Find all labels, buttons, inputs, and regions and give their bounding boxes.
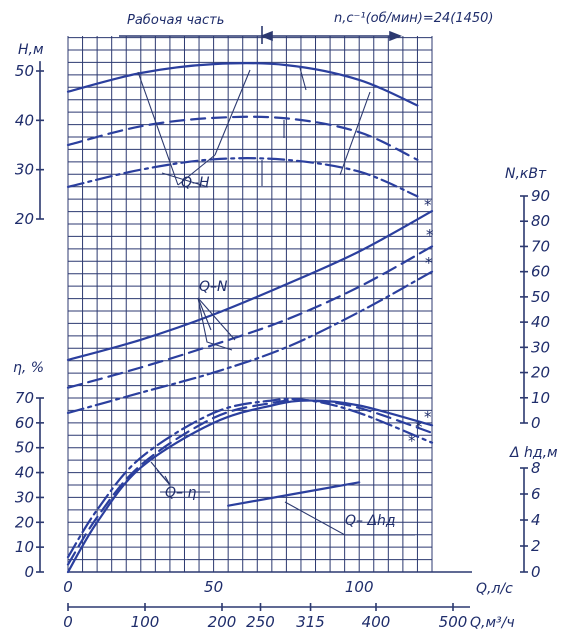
x-tick-label: 50: [204, 578, 223, 596]
h-tick-label: 30: [15, 161, 34, 179]
dh-tick-label: 8: [531, 459, 541, 477]
x-secondary-tick-label: 315: [296, 613, 325, 631]
leader-line: [197, 297, 236, 341]
dh-tick-label: 0: [531, 563, 541, 581]
duty-point-mark: *: [426, 226, 434, 244]
axes: [36, 61, 528, 611]
series-n-dashed: [66, 245, 434, 389]
eta-tick-label: 0: [24, 563, 34, 581]
dh-tick-label: 4: [531, 511, 541, 529]
x-secondary-tick-label: 400: [362, 613, 391, 631]
leader-line: [137, 71, 179, 186]
h-tick-label: 50: [15, 62, 34, 80]
series-h-dashdot: [66, 157, 419, 198]
duty-point-mark: *: [415, 418, 423, 436]
leader-line: [284, 501, 415, 536]
series-h-dashed: [66, 115, 419, 161]
x-secondary-tick-label: 0: [63, 613, 73, 631]
series-eta-dashdot: [66, 397, 434, 559]
duty-point-mark: *: [408, 432, 416, 450]
eta-tick-label: 70: [15, 389, 34, 407]
tick-labels: 2030405001020304050607001020304050607080…: [15, 62, 550, 631]
n-axis-label: N,кВт: [505, 166, 547, 182]
series-n-solid: [66, 210, 434, 361]
working-range-label: Рабочая часть: [127, 13, 224, 28]
eta-tick-label: 60: [15, 414, 34, 432]
working-range-arrows: [259, 30, 403, 42]
eta-tick-label: 40: [15, 464, 34, 482]
x-secondary-tick-label: 500: [439, 613, 468, 631]
annotation-q-h: Q–H: [181, 175, 210, 191]
grid: [67, 36, 433, 573]
leader-line: [214, 69, 251, 156]
annotation-q-eta: Q– η: [165, 485, 196, 501]
leader-line: [197, 297, 212, 331]
n-tick-label: 40: [531, 313, 550, 331]
series-h-solid: [66, 61, 419, 107]
speed-label: n,c⁻¹(об/мин)=24(1450): [334, 11, 494, 26]
dh-tick-label: 2: [531, 537, 541, 555]
leader-line: [156, 469, 171, 486]
leader-line: [197, 297, 233, 351]
h-axis-label: H,м: [18, 42, 44, 58]
series-eta-dashed: [66, 399, 434, 566]
q-m3h-axis-label: Q,м³/ч: [470, 615, 515, 631]
leader-line: [299, 67, 307, 91]
eta-tick-label: 30: [15, 488, 34, 506]
x-secondary-tick-label: 100: [131, 613, 160, 631]
curves: [66, 61, 434, 574]
series-dh-solid: [227, 481, 361, 507]
series-n-dashdot: [66, 270, 434, 414]
dh-tick-label: 6: [531, 485, 541, 503]
n-tick-label: 10: [531, 389, 550, 407]
n-tick-label: 30: [531, 338, 550, 356]
eta-tick-label: 50: [15, 439, 34, 457]
n-tick-label: 80: [531, 212, 550, 230]
n-tick-label: 0: [531, 414, 541, 432]
series-eta-solid: [66, 399, 434, 574]
eta-axis-label: η, %: [13, 360, 44, 376]
h-tick-label: 40: [15, 111, 34, 129]
q-ls-axis-label: Q,л/с: [476, 581, 513, 597]
leader-line: [339, 91, 371, 176]
duty-point-mark: *: [424, 196, 432, 214]
eta-tick-label: 10: [15, 538, 34, 556]
n-tick-label: 90: [531, 187, 550, 205]
annotation-q-n: Q–N: [199, 279, 228, 295]
x-secondary-tick-label: 200: [208, 613, 237, 631]
n-tick-label: 20: [531, 364, 550, 382]
duty-point-mark: *: [425, 254, 433, 272]
x-tick-label: 100: [345, 578, 374, 596]
n-tick-label: 60: [531, 263, 550, 281]
n-tick-label: 50: [531, 288, 550, 306]
leader-line: [164, 475, 171, 486]
duty-point-mark: *: [424, 408, 432, 426]
h-tick-label: 20: [15, 210, 34, 228]
annotation-leaders: ******: [137, 67, 434, 536]
n-tick-label: 70: [531, 237, 550, 255]
dh-axis-label: Δ hд,м: [509, 445, 558, 461]
leader-line: [161, 172, 209, 188]
x-secondary-tick-label: 250: [246, 613, 275, 631]
eta-tick-label: 20: [15, 513, 34, 531]
annotation-q-dh: Q– Δhд: [345, 513, 396, 529]
x-tick-label: 0: [63, 578, 73, 596]
